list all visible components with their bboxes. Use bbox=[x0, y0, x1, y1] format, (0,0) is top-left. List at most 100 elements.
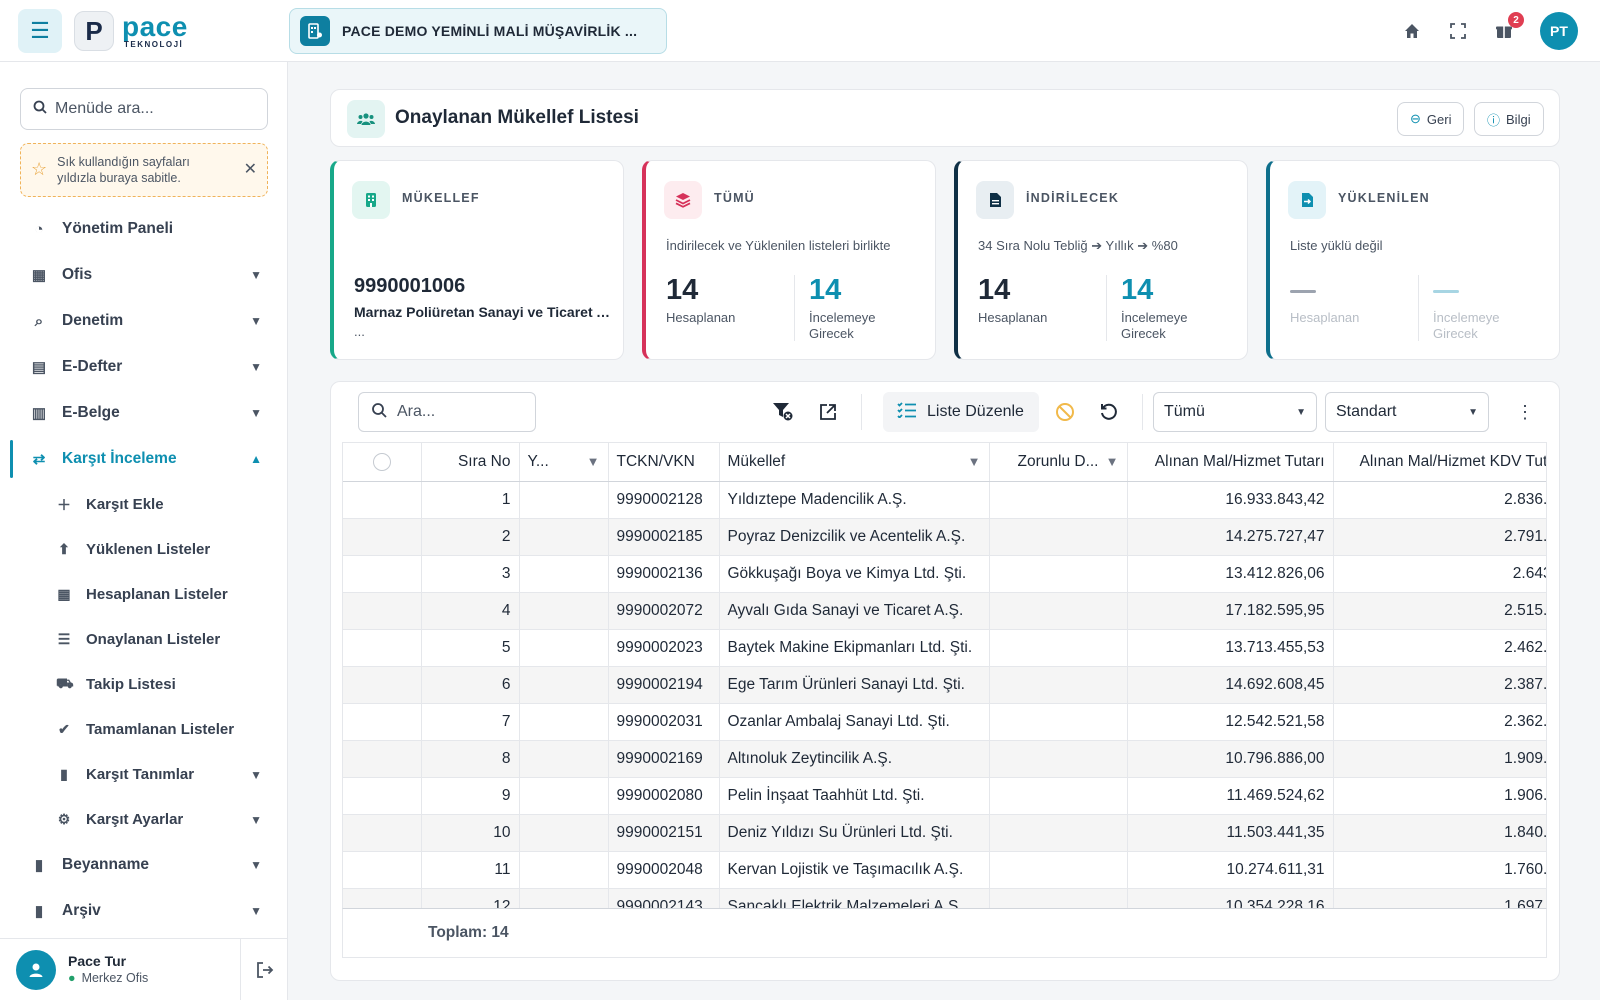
cell-y bbox=[519, 740, 609, 778]
logo[interactable]: P pace TEKNOLOJİ bbox=[74, 9, 188, 53]
grid-search-input[interactable]: Ara... bbox=[358, 392, 536, 432]
table-row[interactable]: 7 9990002031 Ozanlar Ambalaj Sanayi Ltd. Ş… bbox=[343, 703, 1546, 741]
column-header-y[interactable]: Y... ▼ bbox=[519, 443, 609, 482]
liste-duzenle-button[interactable]: Liste Düzenle bbox=[883, 392, 1039, 432]
sidebar-item-arsiv[interactable]: ▮ Arşiv ▼ bbox=[0, 888, 288, 934]
sidebar-subitem-karsit-ekle[interactable]: ＋ Karşıt Ekle bbox=[0, 482, 288, 527]
row-checkbox-cell[interactable] bbox=[343, 592, 422, 630]
more-vertical-icon[interactable]: ⋮ bbox=[1516, 401, 1534, 422]
row-checkbox-cell[interactable] bbox=[343, 740, 422, 778]
sidebar-subitem-yuklenen-listeler[interactable]: ⬆ Yüklenen Listeler bbox=[0, 527, 288, 572]
cell-alinan-tutar: 14.692.608,45 bbox=[1127, 666, 1334, 704]
view-select[interactable]: Standart ▼ bbox=[1325, 392, 1489, 432]
fullscreen-icon[interactable] bbox=[1448, 21, 1468, 41]
table-row[interactable]: 1 9990002128 Yıldıztepe Madencilik A.Ş. 16.… bbox=[343, 481, 1546, 519]
sidebar-subitem-label: Karşıt Ayarlar bbox=[86, 811, 184, 828]
row-checkbox-cell[interactable] bbox=[343, 703, 422, 741]
sidebar-subitem-tamamlanan-listeler[interactable]: ✔ Tamamlanan Listeler bbox=[0, 707, 288, 752]
cell-alinan-tutar: 11.469.524,62 bbox=[1127, 777, 1334, 815]
select-all-checkbox[interactable] bbox=[343, 443, 422, 482]
column-header-mukellef[interactable]: Mükellef ▼ bbox=[719, 443, 990, 482]
cell-alinan-kdv: 2.515.78 bbox=[1333, 592, 1546, 630]
file-icon: ▮ bbox=[60, 766, 68, 782]
sidebar-item-beyanname[interactable]: ▮ Beyanname ▼ bbox=[0, 842, 288, 888]
column-header-alinan-kdv[interactable]: Alınan Mal/Hizmet KDV Tutarı bbox=[1333, 443, 1546, 482]
table-row[interactable]: 11 9990002048 Kervan Lojistik ve Taşımacıl… bbox=[343, 851, 1546, 889]
dashboard-icon: ◔ bbox=[34, 220, 44, 238]
mukellef-name: Marnaz Poliüretan Sanayi ve Ticaret A.Ş. bbox=[354, 304, 614, 320]
info-button[interactable]: ⓘ Bilgi bbox=[1474, 102, 1544, 136]
menu-search-input[interactable]: Menüde ara... bbox=[20, 88, 268, 130]
table-row[interactable]: 10 9990002151 Deniz Yıldızı Su Ürünleri Lt… bbox=[343, 814, 1546, 852]
table-row[interactable]: 8 9990002169 Altınoluk Zeytincilik A.Ş. 10.… bbox=[343, 740, 1546, 778]
filter-icon[interactable]: ▼ bbox=[1105, 454, 1119, 469]
chevron-down-icon: ▼ bbox=[250, 360, 262, 374]
cancel-icon[interactable] bbox=[1045, 392, 1085, 432]
cell-y bbox=[519, 629, 609, 667]
filter-icon[interactable]: ▼ bbox=[586, 454, 600, 469]
sidebar-subitem-hesaplanan-listeler[interactable]: ▦ Hesaplanan Listeler bbox=[0, 572, 288, 617]
sidebar-subitem-karsit-tanimlar[interactable]: ▮ Karşıt Tanımlar ▼ bbox=[0, 752, 288, 797]
row-checkbox-cell[interactable] bbox=[343, 629, 422, 667]
row-checkbox-cell[interactable] bbox=[343, 481, 422, 519]
logout-icon[interactable] bbox=[240, 939, 288, 1000]
calculator-icon: ▦ bbox=[57, 586, 71, 602]
home-icon[interactable] bbox=[1402, 21, 1422, 41]
table-row[interactable]: 9 9990002080 Pelin İnşaat Taahhüt Ltd. Şti… bbox=[343, 777, 1546, 815]
refresh-icon[interactable] bbox=[1089, 392, 1129, 432]
list-type-select[interactable]: Tümü ▼ bbox=[1153, 392, 1317, 432]
close-icon[interactable]: ✕ bbox=[243, 160, 257, 178]
sidebar-subitem-label: Hesaplanan Listeler bbox=[86, 586, 228, 603]
hesaplanan-label: Hesaplanan bbox=[1290, 310, 1360, 325]
row-checkbox-cell[interactable] bbox=[343, 851, 422, 889]
clear-filter-icon[interactable] bbox=[763, 392, 803, 432]
sidebar-item-denetim[interactable]: ⌕ Denetim ▼ bbox=[0, 298, 288, 344]
company-selector[interactable]: PACE DEMO YEMİNLİ MALİ MÜŞAVİRLİK ... bbox=[289, 8, 667, 54]
sidebar-item-e-defter[interactable]: ▤ E-Defter ▼ bbox=[0, 344, 288, 390]
cell-alinan-kdv: 1.840.48 bbox=[1333, 814, 1546, 852]
column-header-alinan-tutar[interactable]: Alınan Mal/Hizmet Tutarı bbox=[1127, 443, 1334, 482]
row-checkbox-cell[interactable] bbox=[343, 777, 422, 815]
sidebar-item-karsit-inceleme[interactable]: ⇄ Karşıt İnceleme ▲ bbox=[0, 436, 288, 482]
table-row[interactable]: 5 9990002023 Baytek Makine Ekipmanları Ltd… bbox=[343, 629, 1546, 667]
menu-search-placeholder: Menüde ara... bbox=[55, 100, 154, 117]
table-row[interactable]: 6 9990002194 Ege Tarım Ürünleri Sanayi Ltd… bbox=[343, 666, 1546, 704]
logo-sub: TEKNOLOJİ bbox=[124, 40, 184, 49]
row-checkbox-cell[interactable] bbox=[343, 814, 422, 852]
hesaplanan-count: 14 bbox=[666, 274, 699, 306]
sidebar-subitem-onaylanan-listeler[interactable]: ☰ Onaylanan Listeler bbox=[0, 617, 288, 662]
row-checkbox-cell[interactable] bbox=[343, 518, 422, 556]
user-name: Pace Tur bbox=[68, 953, 127, 970]
column-header-tckn-vkn[interactable]: TCKN/VKN bbox=[608, 443, 720, 482]
sidebar-subitem-takip-listesi[interactable]: ⛟ Takip Listesi bbox=[0, 662, 288, 707]
notification-gift-icon[interactable]: 2 bbox=[1494, 12, 1524, 41]
incelemeye-girecek-count: 14 bbox=[809, 274, 842, 306]
hamburger-menu-button[interactable]: ☰ bbox=[18, 9, 62, 53]
column-header-zorunlu-d[interactable]: Zorunlu D... ▼ bbox=[989, 443, 1128, 482]
cell-mukellef: Baytek Makine Ekipmanları Ltd. Şti. bbox=[719, 629, 990, 667]
table-row[interactable]: 3 9990002136 Gökkuşağı Boya ve Kimya Ltd. … bbox=[343, 555, 1546, 593]
table-row[interactable]: 4 9990002072 Ayvalı Gıda Sanayi ve Ticaret… bbox=[343, 592, 1546, 630]
sidebar-item-e-belge[interactable]: ▥ E-Belge ▼ bbox=[0, 390, 288, 436]
sidebar-subitem-karsit-ayarlar[interactable]: ⚙ Karşıt Ayarlar ▼ bbox=[0, 797, 288, 842]
sidebar-item-yonetim-paneli[interactable]: ◔ Yönetim Paneli bbox=[0, 206, 288, 252]
company-name: PACE DEMO YEMİNLİ MALİ MÜŞAVİRLİK ... bbox=[342, 23, 638, 39]
export-icon[interactable] bbox=[808, 392, 848, 432]
row-checkbox-cell[interactable] bbox=[343, 555, 422, 593]
list-check-icon: ☰ bbox=[57, 631, 71, 647]
user-icon[interactable] bbox=[16, 949, 56, 990]
table-row[interactable]: 2 9990002185 Poyraz Denizcilik ve Acenteli… bbox=[343, 518, 1546, 556]
row-checkbox-cell[interactable] bbox=[343, 888, 422, 908]
sidebar-item-ofis[interactable]: ▦ Ofis ▼ bbox=[0, 252, 288, 298]
hesaplanan-count: 14 bbox=[978, 274, 1011, 306]
cell-alinan-tutar: 14.275.727,47 bbox=[1127, 518, 1334, 556]
column-header-sira-no[interactable]: Sıra No bbox=[421, 443, 520, 482]
user-avatar[interactable]: PT bbox=[1540, 12, 1578, 50]
user-box: Pace Tur ● Merkez Ofis bbox=[0, 938, 288, 1000]
back-button[interactable]: ⊖ Geri bbox=[1397, 102, 1465, 136]
layers-icon bbox=[664, 181, 702, 219]
row-checkbox-cell[interactable] bbox=[343, 666, 422, 704]
document-icon: ▥ bbox=[31, 405, 47, 422]
filter-icon[interactable]: ▼ bbox=[967, 454, 981, 469]
table-row[interactable]: 12 9990002143 Sancaklı Elektrik Malzemeler… bbox=[343, 888, 1546, 908]
